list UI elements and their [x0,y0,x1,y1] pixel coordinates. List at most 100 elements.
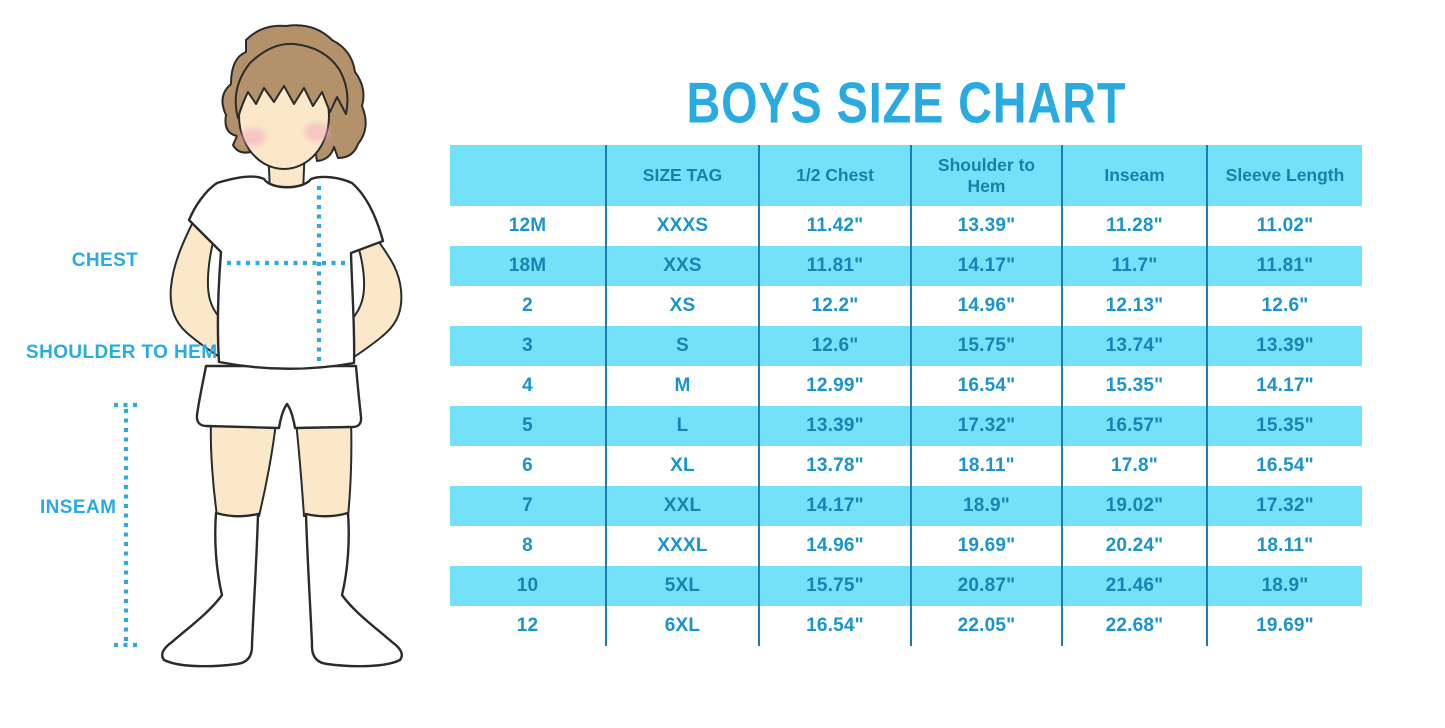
table-cell: 12 [516,615,539,636]
table-row: 8 XXXL 14.96" 19.69" 20.24" 18.11" [450,526,1362,566]
table-cell: 12.6" [1206,286,1362,326]
table-cell: 7 [450,486,606,526]
table-cell: 11.02" [1206,206,1362,246]
table-cell: 11.81" [1206,246,1362,286]
table-cell: 22.68" [1061,606,1207,646]
table-cell: 16.54" [910,366,1062,406]
table-cell: 16.54" [758,606,911,646]
shoulder-to-hem-label: SHOULDER TO HEM [26,342,218,363]
table-cell: 20.24" [1061,526,1207,566]
table-cell: 12.6" [758,326,911,366]
table-cell: 15.35" [1206,406,1362,446]
table-cell: 6 [522,455,533,476]
table-cell: 16.54" [1206,446,1362,486]
boy-illustration-icon [114,24,403,668]
page-title-text: BOYS SIZE CHART [686,71,1126,136]
table-cell: 4 [522,375,533,396]
size-table-header: SIZE TAG 1/2 Chest Shoulder to Hem Insea… [450,145,1362,206]
table-cell: 15.75" [758,566,911,606]
table-cell: 19.02" [1061,486,1207,526]
table-cell: 8 [522,535,533,556]
table-row: 12M XXXS 11.42" 13.39" 11.28" 11.02" [450,206,1362,246]
table-cell: 5 [450,406,606,446]
column-header-size-tag: SIZE TAG [605,145,759,206]
table-cell: 12.13" [1061,286,1207,326]
table-cell: 19.69" [1206,606,1362,646]
table-cell: 15.35" [1061,366,1207,406]
boy-tshirt [187,175,385,370]
boy-figure-area: CHEST SHOULDER TO HEM INSEAM [0,0,460,723]
table-cell: 13.78" [758,446,911,486]
table-cell: 18.9" [1206,566,1362,606]
table-cell: 10 [450,566,606,606]
column-header-half-chest: 1/2 Chest [758,145,911,206]
table-cell: XL [605,446,759,486]
column-header-shoulder-to-hem: Shoulder to Hem [910,145,1062,206]
table-cell: 19.69" [910,526,1062,566]
table-cell: 18.9" [910,486,1062,526]
header-row: SIZE TAG 1/2 Chest Shoulder to Hem Insea… [450,145,1362,206]
table-cell: 18.11" [910,446,1062,486]
table-row: 10 5XL 15.75" 20.87" 21.46" 18.9" [450,566,1362,606]
boy-blush-right [304,123,330,141]
table-cell: 16.57" [1061,406,1207,446]
boy-right-leg [295,419,353,517]
table-cell: 18.11" [1206,526,1362,566]
column-header-sleeve-length: Sleeve Length [1206,145,1362,206]
table-cell: 11.7" [1061,246,1207,286]
boy-left-leg [209,419,277,517]
table-row: 18M XXS 11.81" 14.17" 11.7" 11.81" [450,246,1362,286]
table-cell: L [605,406,759,446]
table-cell: 13.39" [910,206,1062,246]
boys-size-table: SIZE TAG 1/2 Chest Shoulder to Hem Insea… [450,145,1362,646]
table-cell: 18M [450,246,606,286]
table-row: 7 XXL 14.17" 18.9" 19.02" 17.32" [450,486,1362,526]
table-cell: 17.32" [910,406,1062,446]
table-cell: 14.96" [758,526,911,566]
table-cell: 12.2" [758,286,911,326]
table-cell: 12M [508,215,547,236]
boy-blush-left [240,128,266,146]
table-cell: 5XL [605,566,759,606]
table-cell: 6XL [605,606,759,646]
table-cell: 11.42" [758,206,911,246]
table-row: 3 S 12.6" 15.75" 13.74" 13.39" [450,326,1362,366]
table-cell: 21.46" [1061,566,1207,606]
table-cell: XXS [605,246,759,286]
table-row: 12 6XL 16.54" 22.05" 22.68" 19.69" [450,606,1362,646]
table-cell: 14.17" [758,486,911,526]
column-header-inseam: Inseam [1061,145,1207,206]
size-table-body: 12M XXXS 11.42" 13.39" 11.28" 11.02" 18M XXS 11.… [450,206,1362,646]
table-cell: S [605,326,759,366]
table-cell: XXL [605,486,759,526]
boy-hair-fringe [234,42,349,119]
table-cell: 13.39" [758,406,911,446]
table-row: 5 L 13.39" 17.32" 16.57" 15.35" [450,406,1362,446]
table-cell: 15.75" [910,326,1062,366]
column-header-size [450,145,606,206]
table-cell: 17.8" [1061,446,1207,486]
table-cell: 14.17" [910,246,1062,286]
boy-left-sock [161,511,260,668]
table-cell: XXXL [605,526,759,566]
page-title: BOYS SIZE CHART [450,71,1362,136]
table-cell: 14.96" [910,286,1062,326]
boy-shorts [195,364,363,430]
table-cell: 17.32" [1206,486,1362,526]
table-cell: 11.81" [758,246,911,286]
table-cell: XS [605,286,759,326]
boy-right-sock [304,511,403,668]
table-cell: 14.17" [1206,366,1362,406]
table-cell: M [605,366,759,406]
inseam-label: INSEAM [40,497,117,518]
table-row: 6 XL 13.78" 18.11" 17.8" 16.54" [450,446,1362,486]
table-cell: 11.28" [1061,206,1207,246]
table-row: 4 M 12.99" 16.54" 15.35" 14.17" [450,366,1362,406]
chest-label: CHEST [71,250,139,271]
table-cell: 22.05" [910,606,1062,646]
table-cell: 2 [522,295,533,316]
table-cell: 12.99" [758,366,911,406]
table-row: 2 XS 12.2" 14.96" 12.13" 12.6" [450,286,1362,326]
table-cell: 13.39" [1206,326,1362,366]
table-cell: 20.87" [910,566,1062,606]
